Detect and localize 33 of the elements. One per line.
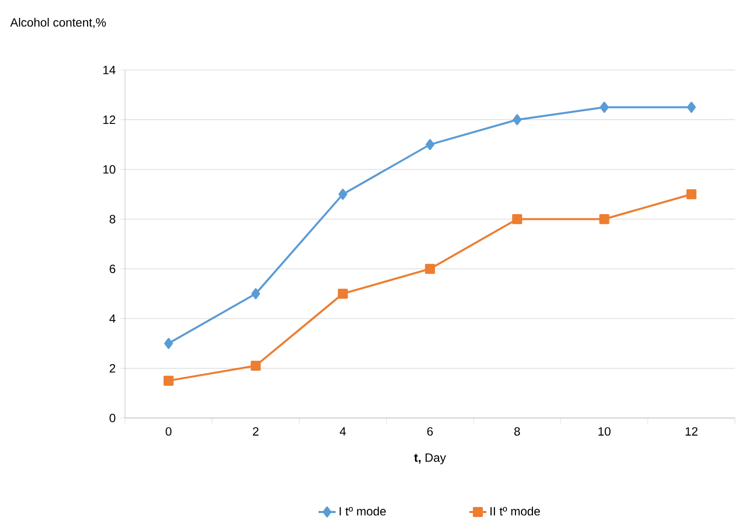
point	[251, 288, 260, 300]
point	[599, 214, 610, 224]
x-tick-label: 0	[166, 427, 172, 436]
y-axis-title: Alcohol content,%	[10, 18, 106, 28]
point	[338, 188, 348, 200]
point	[686, 189, 696, 200]
point	[250, 360, 261, 371]
y-tick-label: 8	[110, 214, 116, 224]
x-tick-label: 10	[598, 427, 610, 436]
x-tick-label: 2	[252, 427, 258, 436]
y-tick-label: 0	[110, 414, 116, 422]
point	[164, 338, 173, 349]
y-tick-label: 12	[103, 116, 116, 124]
y-tick-label: 2	[110, 364, 116, 372]
x-tick-label: 12	[686, 427, 698, 436]
x-tick-label: 6	[427, 427, 433, 436]
x-tick-label: 8	[514, 427, 520, 436]
y-tick-label: 10	[103, 165, 116, 174]
legend-label: I tº mode	[340, 506, 386, 516]
x-tick-label: 4	[340, 427, 346, 436]
legend-label: II tº mode	[490, 506, 540, 516]
y-tick-label: 14	[103, 66, 116, 74]
y-tick-label: 6	[110, 264, 116, 274]
point	[425, 264, 435, 274]
point	[338, 288, 348, 299]
point	[164, 376, 174, 386]
point	[426, 139, 434, 150]
x-axis-title: t, Day	[414, 454, 446, 464]
point	[512, 114, 522, 126]
point	[687, 102, 696, 113]
y-tick-label: 4	[109, 314, 116, 323]
point	[512, 214, 522, 224]
point	[600, 102, 609, 113]
